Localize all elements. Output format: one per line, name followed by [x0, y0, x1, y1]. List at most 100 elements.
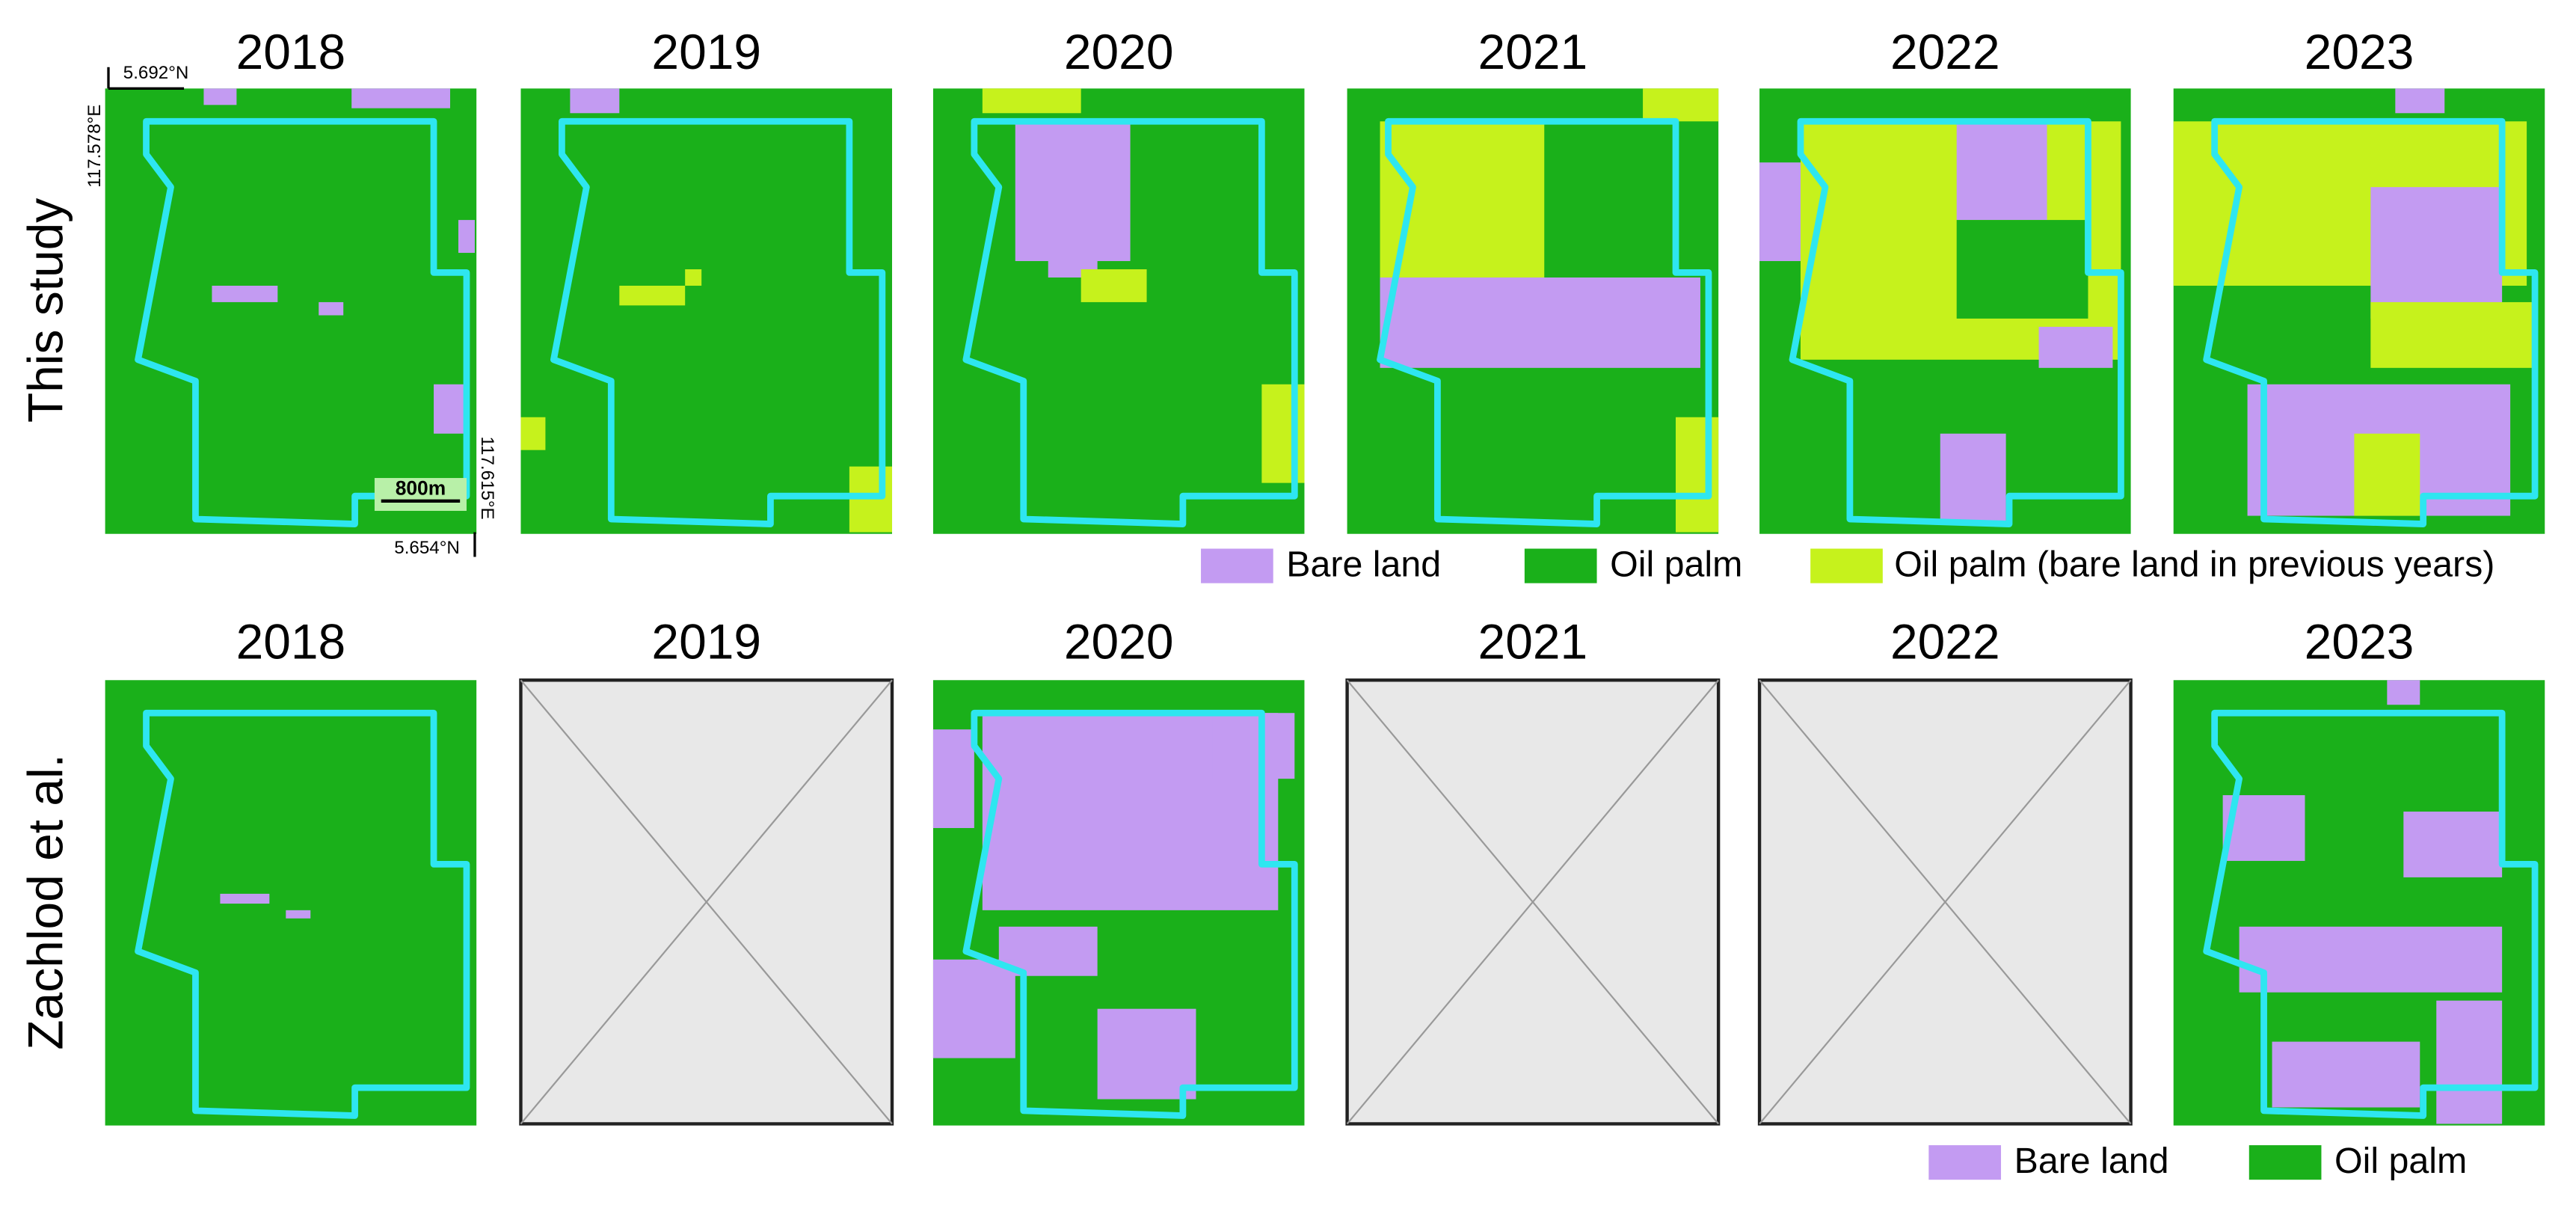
- coordinate-label: 117.578°E: [84, 105, 105, 188]
- land-patch: [2370, 187, 2503, 319]
- land-patch: [982, 88, 1081, 114]
- placeholder-cross: [1759, 679, 2132, 1125]
- land-patch: [520, 417, 546, 450]
- year-title: 2021: [1478, 24, 1588, 79]
- land-patch: [1212, 713, 1295, 779]
- land-patch: [220, 893, 270, 904]
- land-patch: [2272, 1041, 2420, 1108]
- year-title: 2022: [1890, 24, 2000, 79]
- legend-swatch: [1928, 1145, 2002, 1180]
- land-patch: [1940, 433, 2006, 524]
- land-patch: [2387, 680, 2420, 705]
- land-patch: [1956, 220, 2088, 319]
- coordinate-frame: 5.692°N 117.578°E 117.615°E 5.654°N: [84, 63, 497, 558]
- plot-boundary: [1789, 117, 2124, 527]
- year-title: 2022: [1890, 614, 2000, 669]
- land-patch: [319, 301, 344, 316]
- plot-boundary: [135, 117, 470, 527]
- legend-this-study: Bare land Oil palm Oil palm (bare land i…: [1201, 544, 2494, 584]
- placeholder-cross: [1346, 679, 1719, 1125]
- map-panel: [932, 680, 1305, 1126]
- land-patch: [1261, 384, 1305, 483]
- land-patch: [2038, 326, 2113, 368]
- map-background: [105, 680, 477, 1126]
- row-label: Zachlod et al.: [17, 754, 73, 1050]
- land-patch: [434, 384, 467, 434]
- map-background: [520, 88, 893, 534]
- coordinate-label: 5.692°N: [123, 63, 189, 83]
- map-panels: 2018 2019 2020 2021 2022 2023 2018 2019 2020 2021…: [105, 24, 2545, 1126]
- land-patch: [1097, 1008, 1196, 1100]
- map-panel: [520, 88, 893, 534]
- land-patch: [351, 88, 450, 108]
- land-patch: [1080, 269, 1147, 302]
- land-patch: [1676, 417, 1719, 533]
- plot-boundary: [962, 709, 1298, 1119]
- land-patch: [570, 88, 620, 114]
- coordinate-label: 5.654°N: [394, 538, 460, 558]
- legend-zachlod: Bare land Oil palm: [1928, 1141, 2467, 1181]
- year-title: 2018: [236, 24, 346, 79]
- year-title: 2019: [651, 614, 761, 669]
- row-label: This study: [17, 198, 73, 423]
- land-patch: [932, 959, 1015, 1058]
- legend-label: Oil palm: [2334, 1141, 2467, 1181]
- year-title: 2019: [651, 24, 761, 79]
- scale-bar: 800m: [374, 476, 467, 511]
- land-patch: [2370, 301, 2536, 368]
- year-title: 2023: [2305, 24, 2414, 79]
- land-patch: [1380, 121, 1545, 278]
- legend-swatch: [1201, 548, 1273, 583]
- land-patch: [1380, 277, 1700, 368]
- land-patch: [2403, 812, 2503, 877]
- land-patch: [685, 269, 702, 286]
- land-patch: [1759, 162, 1801, 262]
- placeholder-cross: [520, 679, 893, 1125]
- map-panel: [105, 680, 477, 1126]
- land-patch: [212, 285, 278, 302]
- land-patch: [619, 285, 686, 306]
- plot-boundary: [2203, 117, 2539, 527]
- legend-swatch: [1524, 548, 1597, 583]
- map-panel: [932, 88, 1305, 534]
- map-panel: [2173, 680, 2545, 1126]
- plot-boundary: [2203, 709, 2539, 1119]
- year-title: 2020: [1064, 24, 1174, 79]
- plot-boundary: [135, 709, 470, 1119]
- land-patch: [2239, 926, 2503, 993]
- land-patch: [286, 910, 311, 919]
- map-panel: [105, 88, 477, 534]
- legend-swatch: [2248, 1145, 2322, 1180]
- land-patch: [458, 220, 475, 254]
- plot-boundary: [1377, 117, 1712, 527]
- land-patch: [1643, 88, 1719, 122]
- year-title: 2020: [1064, 614, 1174, 669]
- map-panel: [1345, 678, 1721, 1126]
- legend-label: Bare land: [1286, 544, 1441, 584]
- land-patch: [932, 729, 974, 829]
- year-title: 2023: [2305, 614, 2414, 669]
- year-title: 2018: [236, 614, 346, 669]
- plot-boundary: [962, 117, 1298, 527]
- legend-swatch: [1810, 548, 1883, 583]
- map-panel: [2173, 88, 2545, 534]
- map-panel: [1757, 678, 2133, 1126]
- scale-bar-bg: [374, 478, 467, 511]
- coordinate-label: 117.615°E: [477, 436, 497, 519]
- map-panel: [1759, 88, 2131, 534]
- map-panel: [1347, 88, 1719, 534]
- land-patch: [2395, 88, 2445, 114]
- map-panel: [519, 678, 894, 1126]
- land-patch: [2436, 1000, 2503, 1124]
- legend-label: Oil palm: [1610, 544, 1742, 584]
- year-title: 2021: [1478, 614, 1588, 669]
- map-background: [105, 88, 477, 534]
- land-patch: [203, 88, 237, 105]
- land-patch: [2354, 433, 2420, 516]
- plot-boundary: [550, 117, 886, 527]
- legend-label: Oil palm (bare land in previous years): [1894, 544, 2494, 584]
- legend-label: Bare land: [2014, 1141, 2169, 1181]
- land-patch: [1956, 121, 2047, 221]
- scale-bar-label: 800m: [396, 476, 446, 499]
